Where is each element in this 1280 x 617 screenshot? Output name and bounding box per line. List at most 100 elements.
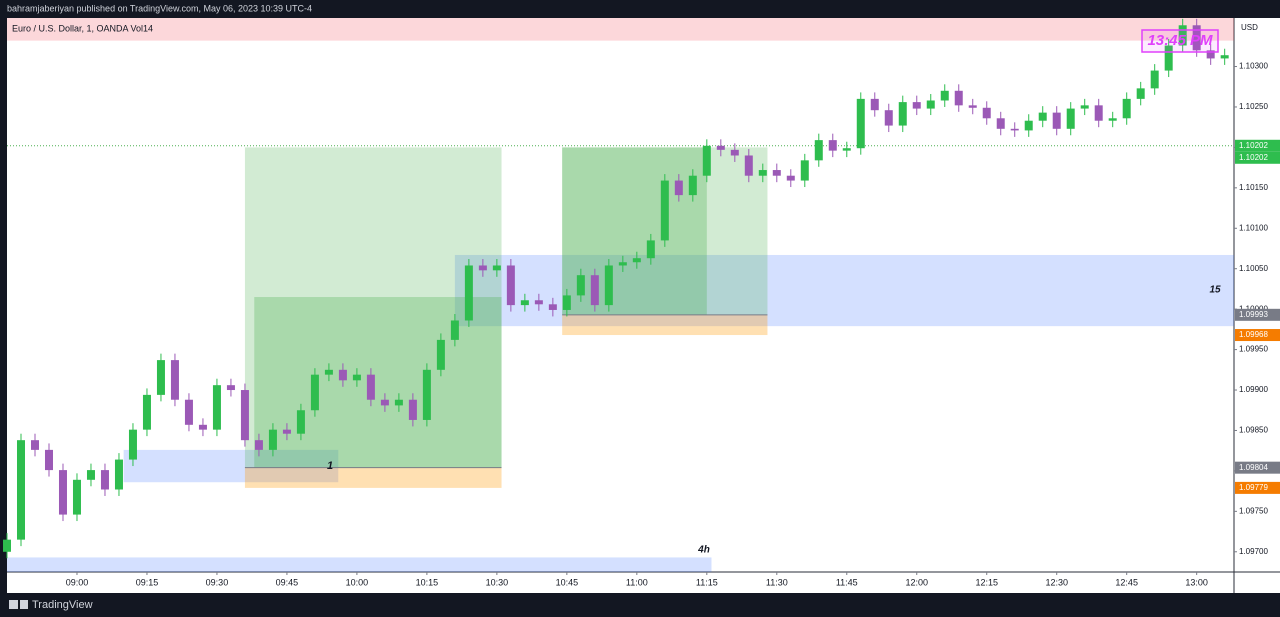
candle (198, 418, 207, 437)
candle-body (548, 304, 557, 310)
candle-body (226, 385, 235, 391)
candle-body (1122, 98, 1131, 119)
candle-body (1108, 118, 1117, 121)
candle-body (282, 429, 291, 434)
candle-body (870, 98, 879, 111)
candle-body (618, 262, 627, 266)
y-tick-label: 1.10150 (1239, 183, 1268, 192)
candle-body (100, 470, 109, 490)
candle (730, 143, 739, 162)
candle-body (912, 102, 921, 109)
y-axis-label: USD (1241, 23, 1258, 32)
candle (324, 363, 333, 382)
x-tick-label: 10:15 (416, 577, 439, 587)
candle-body (296, 410, 305, 434)
x-tick-label: 11:30 (766, 577, 788, 587)
price-label-bg (1235, 481, 1280, 494)
candle (632, 251, 641, 269)
candle-body (800, 160, 809, 181)
candle-body (268, 429, 277, 450)
candle-body (730, 149, 739, 156)
candle (828, 133, 837, 158)
candle (226, 378, 235, 397)
annotation: 13:45 PM (1147, 32, 1213, 49)
x-tick-label: 11:45 (836, 577, 858, 587)
candle-body (1038, 112, 1047, 121)
candle-body (898, 102, 907, 126)
candle-body (716, 145, 725, 150)
x-tick-label: 10:00 (346, 577, 369, 587)
candle (1094, 98, 1103, 128)
candle-body (814, 140, 823, 161)
candle (492, 259, 501, 277)
candle-body (1206, 50, 1215, 59)
candle (1052, 106, 1061, 136)
candle-body (142, 394, 151, 430)
x-tick-label: 12:00 (905, 577, 928, 587)
candle-body (520, 300, 529, 306)
price-label: 1.09993 (1239, 310, 1268, 319)
candle-body (1024, 120, 1033, 131)
candle (240, 383, 249, 447)
x-tick-label: 11:00 (626, 577, 648, 587)
candle-body (772, 170, 781, 176)
y-tick-label: 1.09750 (1239, 506, 1268, 515)
candle (1220, 48, 1229, 65)
candle (1192, 18, 1201, 57)
candle-body (128, 429, 137, 460)
candle-body (604, 265, 613, 306)
candle-body (310, 374, 319, 411)
candle (338, 363, 347, 387)
candle-body (30, 440, 39, 450)
y-tick-label: 1.09950 (1239, 345, 1268, 354)
candle (590, 268, 599, 312)
candle-body (786, 175, 795, 181)
candle-body (590, 275, 599, 306)
annotation: 15 (1209, 285, 1221, 296)
candle (282, 423, 291, 441)
candle-body (44, 449, 53, 471)
x-tick-label: 12:15 (975, 577, 998, 587)
price-label: 1.09968 (1239, 330, 1268, 339)
candle (422, 363, 431, 427)
candle (548, 297, 557, 317)
candle-body (324, 369, 333, 375)
candle-body (1094, 105, 1103, 121)
candle-body (198, 424, 207, 430)
candle-body (72, 479, 81, 515)
y-tick-label: 1.10300 (1239, 62, 1268, 71)
candle-body (688, 175, 697, 196)
candle (1024, 114, 1033, 137)
candle-body (58, 470, 67, 515)
candle-body (1136, 88, 1145, 99)
candle (842, 141, 851, 158)
candle (100, 463, 109, 496)
candle (856, 92, 865, 155)
candle (716, 139, 725, 157)
candle (870, 92, 879, 117)
candle-body (86, 470, 95, 480)
zone (7, 557, 712, 572)
candle (436, 333, 445, 377)
candle-body (1052, 112, 1061, 129)
candle (884, 103, 893, 133)
candle (156, 353, 165, 402)
candle-body (1066, 108, 1075, 129)
x-tick-label: 10:45 (556, 577, 579, 587)
candle (1178, 18, 1187, 52)
candle (296, 403, 305, 441)
candle (142, 388, 151, 437)
chart-title: Euro / U.S. Dollar, 1, OANDA Vol14 (12, 23, 153, 33)
y-tick-label: 1.09850 (1239, 426, 1268, 435)
candle (464, 259, 473, 327)
candle (44, 443, 53, 477)
candle (254, 433, 263, 457)
zone (562, 147, 707, 315)
candle (1108, 111, 1117, 128)
candle (30, 433, 39, 457)
zone (244, 467, 502, 488)
candle-body (632, 258, 641, 263)
candle (478, 259, 487, 277)
candle (604, 259, 613, 312)
candle (534, 293, 543, 311)
